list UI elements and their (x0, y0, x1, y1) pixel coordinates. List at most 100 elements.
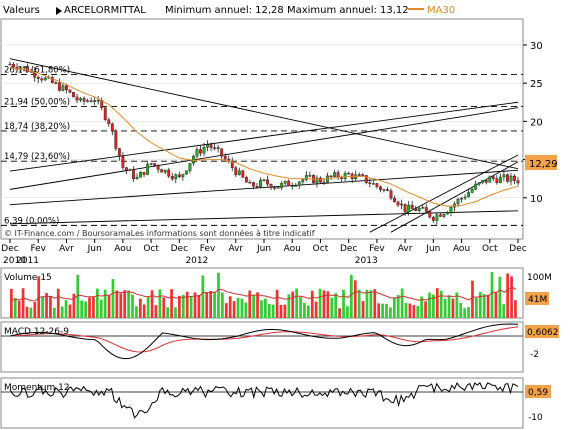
volume-bar (45, 293, 48, 318)
volume-bar (420, 296, 424, 318)
candle-body (124, 167, 128, 171)
volume-bar (502, 304, 506, 318)
header-bar (0, 0, 570, 18)
volume-bar (111, 279, 115, 318)
candle-body (322, 181, 326, 184)
volume-bar (221, 292, 224, 318)
price-axis: 3025201510 (523, 41, 543, 205)
candle-body (333, 172, 336, 177)
candle-body (223, 156, 227, 160)
volume-bar (10, 288, 13, 318)
candle-body (117, 148, 121, 157)
x-month-label: Jun (87, 244, 102, 254)
volume-bar (92, 296, 95, 318)
candle-body (93, 100, 97, 102)
volume-bar (193, 292, 197, 318)
volume-bar (127, 290, 130, 318)
last-price-badge (525, 155, 557, 170)
x-year-label: 2013 (355, 256, 378, 266)
volume-bar (142, 304, 146, 318)
volume-bar (342, 289, 345, 318)
candle-body (498, 176, 502, 183)
volume-bars (10, 272, 517, 318)
candle-body (474, 183, 478, 190)
candle-body (301, 179, 305, 183)
fibonacci-label: 14,79 (23,60%) (4, 152, 70, 162)
volume-bar (41, 296, 44, 318)
volume-bar (369, 290, 373, 318)
volume-bar (228, 296, 232, 318)
candle-body (89, 100, 93, 102)
volume-bar (381, 303, 384, 318)
candle-body (57, 82, 61, 91)
volume-bar (385, 303, 388, 318)
trend-line (9, 210, 519, 225)
x-month-label: Dec (340, 244, 357, 254)
volume-bar (306, 305, 310, 318)
fibonacci-label: 21,94 (50,00%) (4, 98, 70, 108)
candle-body (22, 66, 26, 68)
volume-bar (138, 298, 142, 318)
candle-body (484, 180, 488, 183)
price-panel (0, 18, 524, 240)
candle-body (304, 175, 308, 180)
candle-body (181, 173, 185, 178)
candle-body (407, 204, 411, 213)
volume-bar (170, 289, 173, 318)
volume-bar (150, 290, 154, 318)
candle-body (96, 100, 100, 102)
play-arrow-icon (56, 7, 62, 15)
candle-body (244, 176, 248, 183)
volume-bar (299, 296, 302, 318)
price-tick-label: 20 (530, 117, 543, 128)
volume-bar (72, 293, 76, 318)
volume-bar (478, 291, 482, 318)
volume-bar (271, 304, 275, 318)
candle-body (357, 174, 361, 176)
trendlines (9, 58, 519, 233)
volume-bar (443, 298, 447, 318)
candle-body (460, 197, 463, 200)
candle-body (121, 156, 125, 168)
candle-body (467, 192, 471, 198)
candle-body (516, 180, 520, 184)
candle-body (446, 212, 449, 215)
candle-body (393, 197, 396, 203)
volume-bar (68, 304, 72, 318)
candle-body (75, 96, 79, 101)
candle-body (308, 175, 312, 177)
candle-body (167, 169, 171, 177)
candle-body (329, 175, 333, 178)
candle-body (8, 63, 12, 66)
candle-body (128, 169, 132, 171)
candle-body (375, 183, 379, 187)
candle-body (248, 182, 252, 184)
candle-body (491, 176, 495, 179)
volume-bar (135, 306, 138, 318)
volume-bar (314, 301, 318, 318)
candle-body (513, 175, 516, 181)
volume-bar (76, 274, 80, 318)
volume-bar (275, 289, 279, 318)
volume-average-line (11, 286, 517, 302)
candle-body (142, 171, 146, 175)
candle-body (177, 174, 181, 178)
candle-body (262, 179, 266, 181)
volume-bar (146, 296, 150, 318)
volume-bar (318, 288, 322, 318)
momentum-line (9, 381, 519, 419)
fibonacci-label: 6,39 (0,00%) (4, 216, 59, 226)
candle-body (241, 170, 245, 178)
candle-body (54, 82, 58, 84)
momentum-last: 0,59 (528, 388, 548, 398)
volume-bar (264, 298, 267, 318)
x-month-label: Avr (59, 244, 74, 254)
volume-bar (17, 300, 21, 318)
candle-body (442, 213, 446, 217)
volume-bar (174, 307, 177, 318)
volume-bar (154, 305, 158, 318)
candle-body (297, 181, 301, 186)
volume-top-tick: 100M (527, 273, 552, 283)
volume-bar (209, 290, 213, 318)
candle-body (502, 174, 506, 178)
